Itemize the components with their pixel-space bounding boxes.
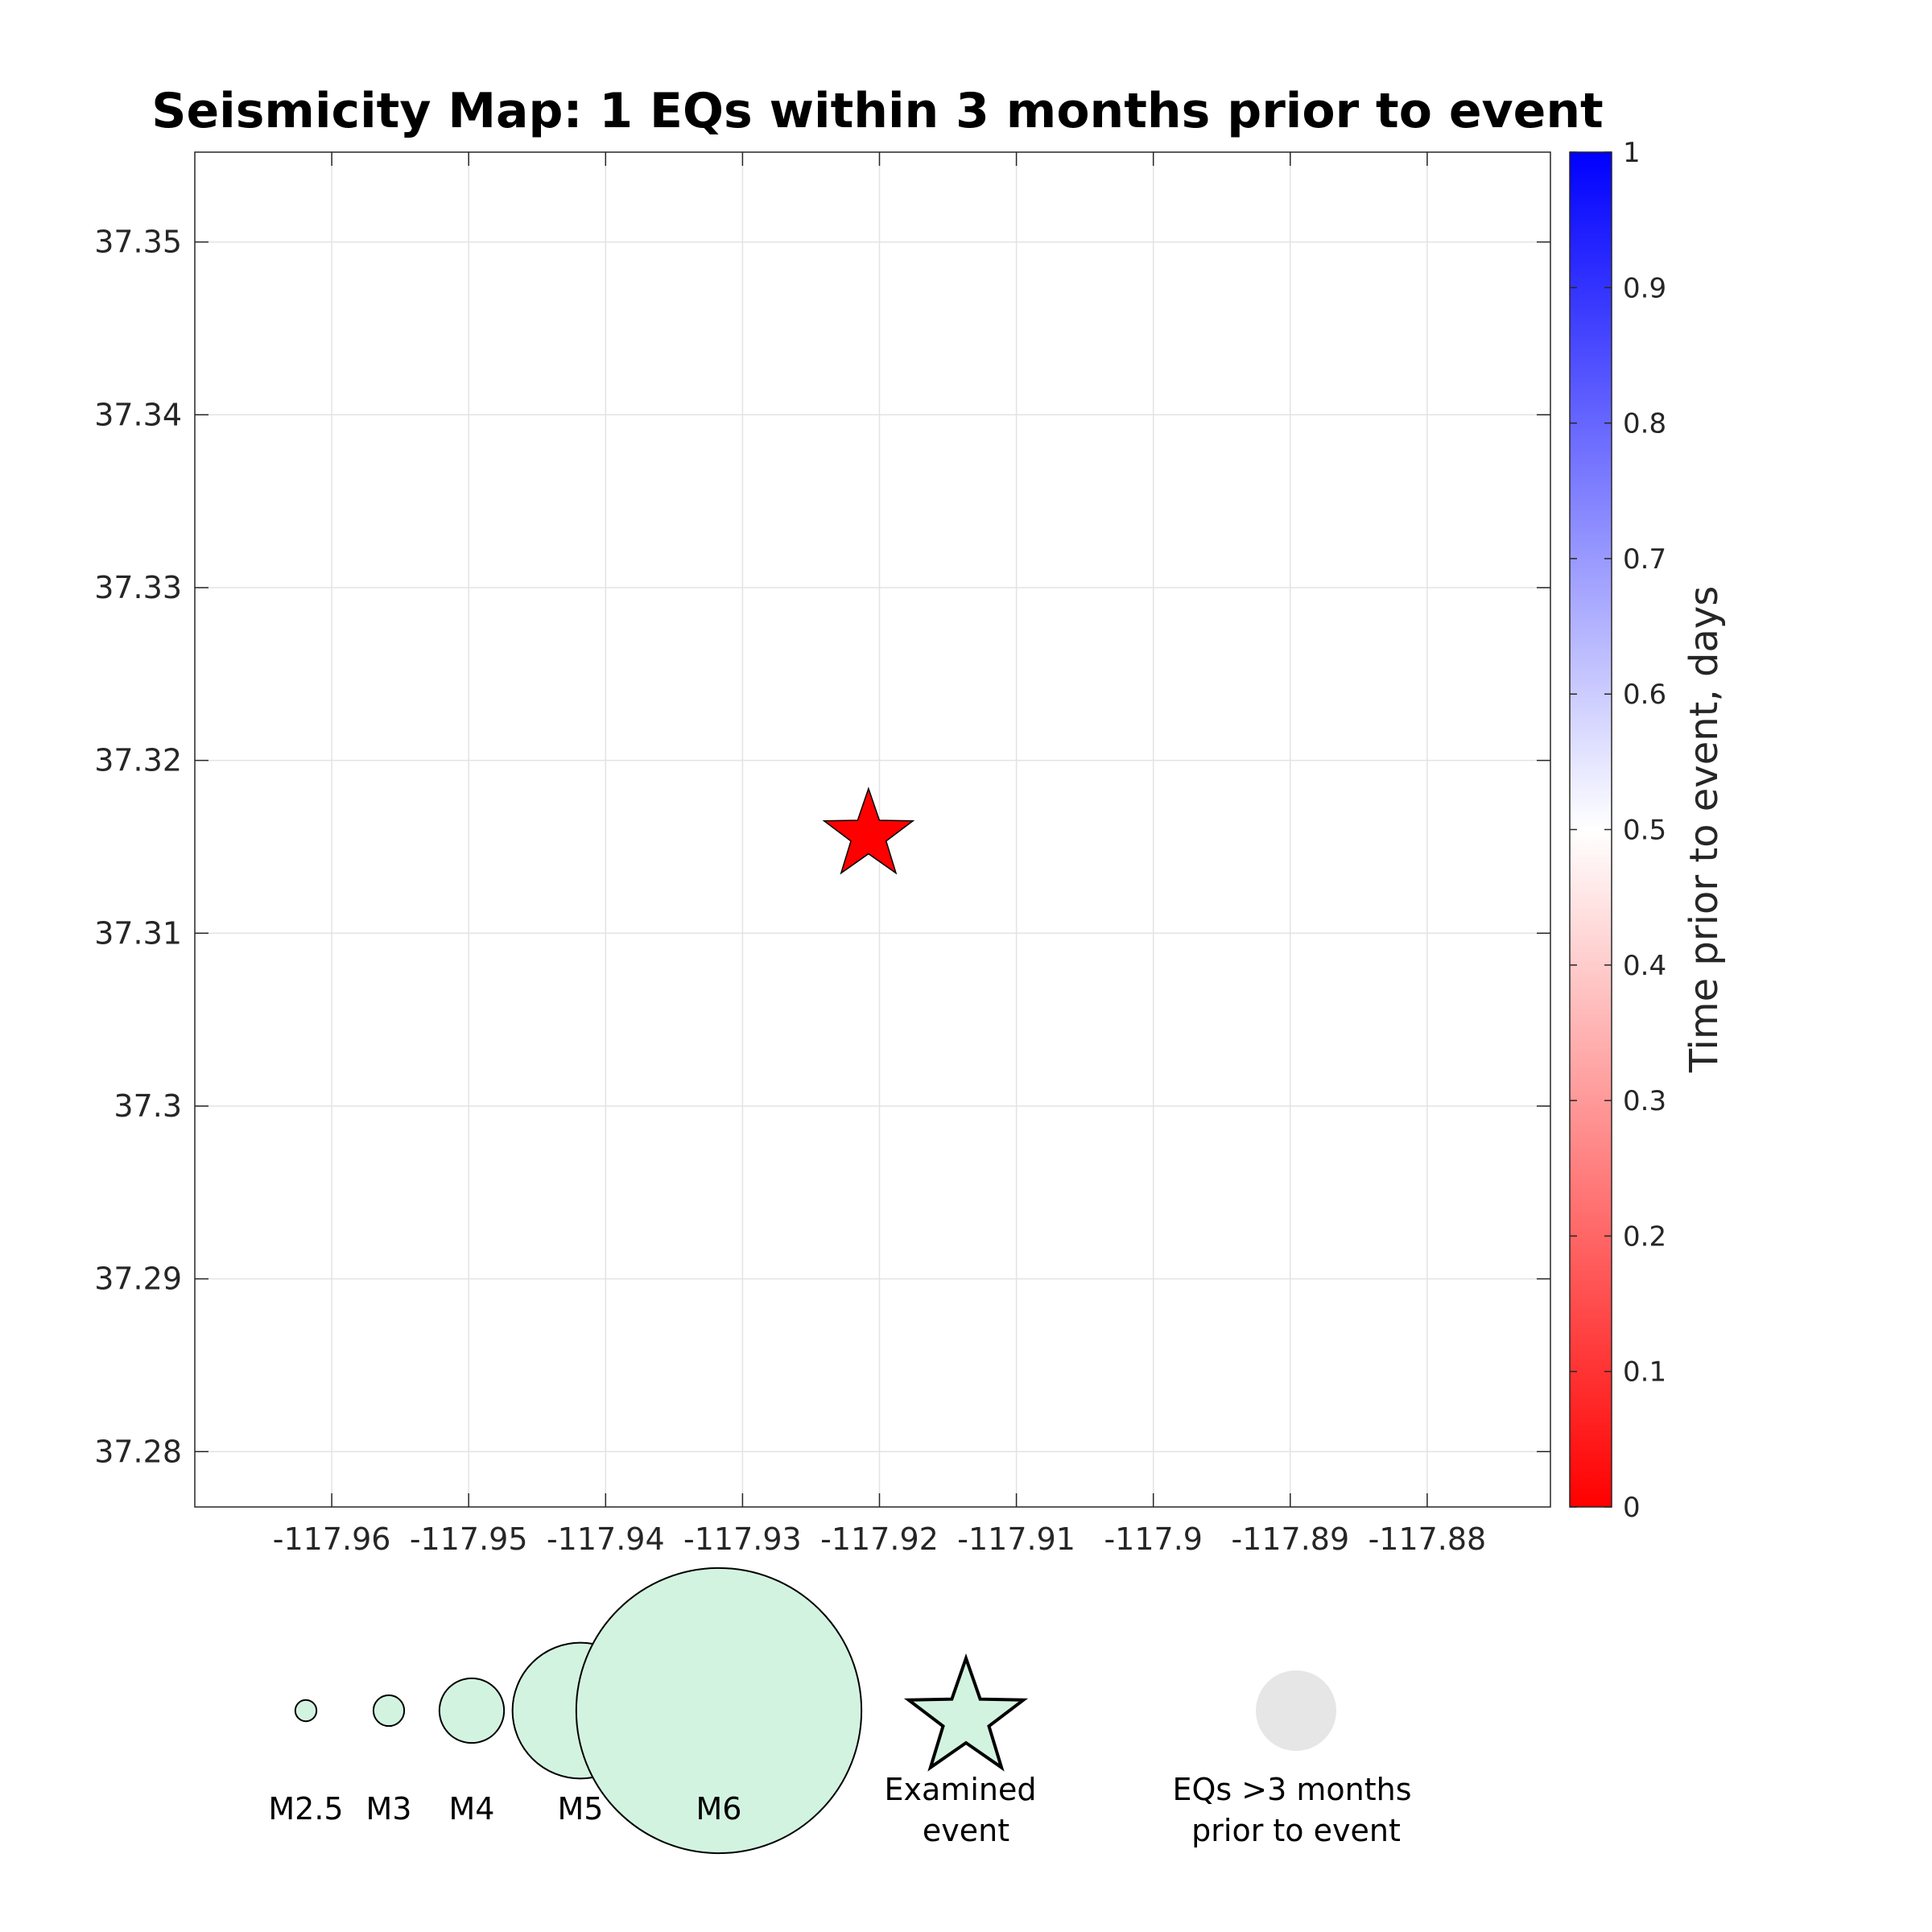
legend-magnitude-label: M2.5 bbox=[268, 1791, 343, 1827]
legend-examined-star bbox=[903, 1653, 1029, 1772]
y-tick-label: 37.33 bbox=[94, 570, 182, 605]
y-tick-label: 37.3 bbox=[114, 1088, 182, 1124]
y-tick-label: 37.29 bbox=[94, 1261, 182, 1297]
data-markers bbox=[822, 786, 915, 875]
legend: M2.5 M3 M4 M5 M6 bbox=[268, 1567, 1336, 1855]
y-tick-label: 37.31 bbox=[94, 915, 182, 951]
legend-examined-label-line2: event bbox=[923, 1813, 1009, 1848]
grid-lines bbox=[195, 152, 1550, 1507]
legend-magnitude-circle bbox=[575, 1567, 863, 1855]
legend-magnitude-label: M3 bbox=[366, 1791, 412, 1827]
colorbar-tick-label: 1 bbox=[1623, 137, 1641, 169]
y-tick-label: 37.28 bbox=[94, 1434, 182, 1469]
colorbar-tick-label: 0.4 bbox=[1623, 950, 1666, 982]
examined-event-star bbox=[822, 786, 915, 875]
legend-old-eqs-label-line1: EQs >3 months bbox=[1172, 1772, 1411, 1807]
colorbar-tick-label: 0.7 bbox=[1623, 543, 1666, 576]
colorbar-label: Time prior to event, days bbox=[1682, 586, 1727, 1074]
legend-magnitude-label: M5 bbox=[558, 1791, 604, 1827]
y-tick-label: 37.34 bbox=[94, 397, 182, 432]
x-tick-label: -117.88 bbox=[1368, 1521, 1487, 1557]
legend-old-eqs-circle bbox=[1256, 1670, 1336, 1751]
legend-examined-label-line1: Examined bbox=[885, 1772, 1037, 1807]
colorbar-tick-label: 0 bbox=[1623, 1492, 1641, 1524]
colorbar-tick-label: 0.8 bbox=[1623, 408, 1666, 440]
y-tick-label: 37.32 bbox=[94, 743, 182, 778]
legend-magnitude-circle bbox=[372, 1694, 406, 1728]
colorbar-tick-label: 0.6 bbox=[1623, 679, 1666, 711]
legend-magnitude-circle bbox=[294, 1699, 318, 1723]
x-tick-label: -117.91 bbox=[957, 1521, 1075, 1557]
legend-old-eqs-label-line2: prior to event bbox=[1191, 1813, 1401, 1848]
x-tick-labels: -117.96 -117.95 -117.94 -117.93 -117.92 -117.… bbox=[273, 1521, 1486, 1557]
axis-ticks bbox=[195, 152, 1550, 1507]
legend-magnitude-label: M6 bbox=[696, 1791, 742, 1827]
x-tick-label: -117.9 bbox=[1104, 1521, 1203, 1557]
colorbar-tick-label: 0.5 bbox=[1623, 815, 1666, 847]
colorbar-tick-label: 0.1 bbox=[1623, 1356, 1666, 1389]
colorbar-ticks: 0 0.1 0.2 0.3 0.4 0.5 0.6 0.7 0.8 0.9 1 bbox=[1570, 137, 1666, 1524]
colorbar-tick-label: 0.3 bbox=[1623, 1085, 1666, 1117]
legend-magnitude-label: M4 bbox=[449, 1791, 495, 1827]
x-tick-label: -117.93 bbox=[683, 1521, 802, 1557]
y-tick-labels: 37.28 37.29 37.3 37.31 37.32 37.33 37.34 37.35 bbox=[94, 225, 182, 1470]
x-tick-label: -117.94 bbox=[547, 1521, 665, 1557]
x-tick-label: -117.89 bbox=[1231, 1521, 1349, 1557]
x-tick-label: -117.92 bbox=[820, 1521, 939, 1557]
x-tick-label: -117.95 bbox=[410, 1521, 528, 1557]
legend-magnitude-circle bbox=[438, 1677, 506, 1744]
colorbar-tick-label: 0.9 bbox=[1623, 272, 1666, 304]
y-tick-label: 37.35 bbox=[94, 225, 182, 260]
plot-area-frame bbox=[194, 151, 1551, 1508]
chart-title: Seismicity Map: 1 EQs within 3 months pr… bbox=[151, 83, 1604, 139]
colorbar-tick-label: 0.2 bbox=[1623, 1220, 1666, 1253]
x-tick-label: -117.96 bbox=[273, 1521, 391, 1557]
